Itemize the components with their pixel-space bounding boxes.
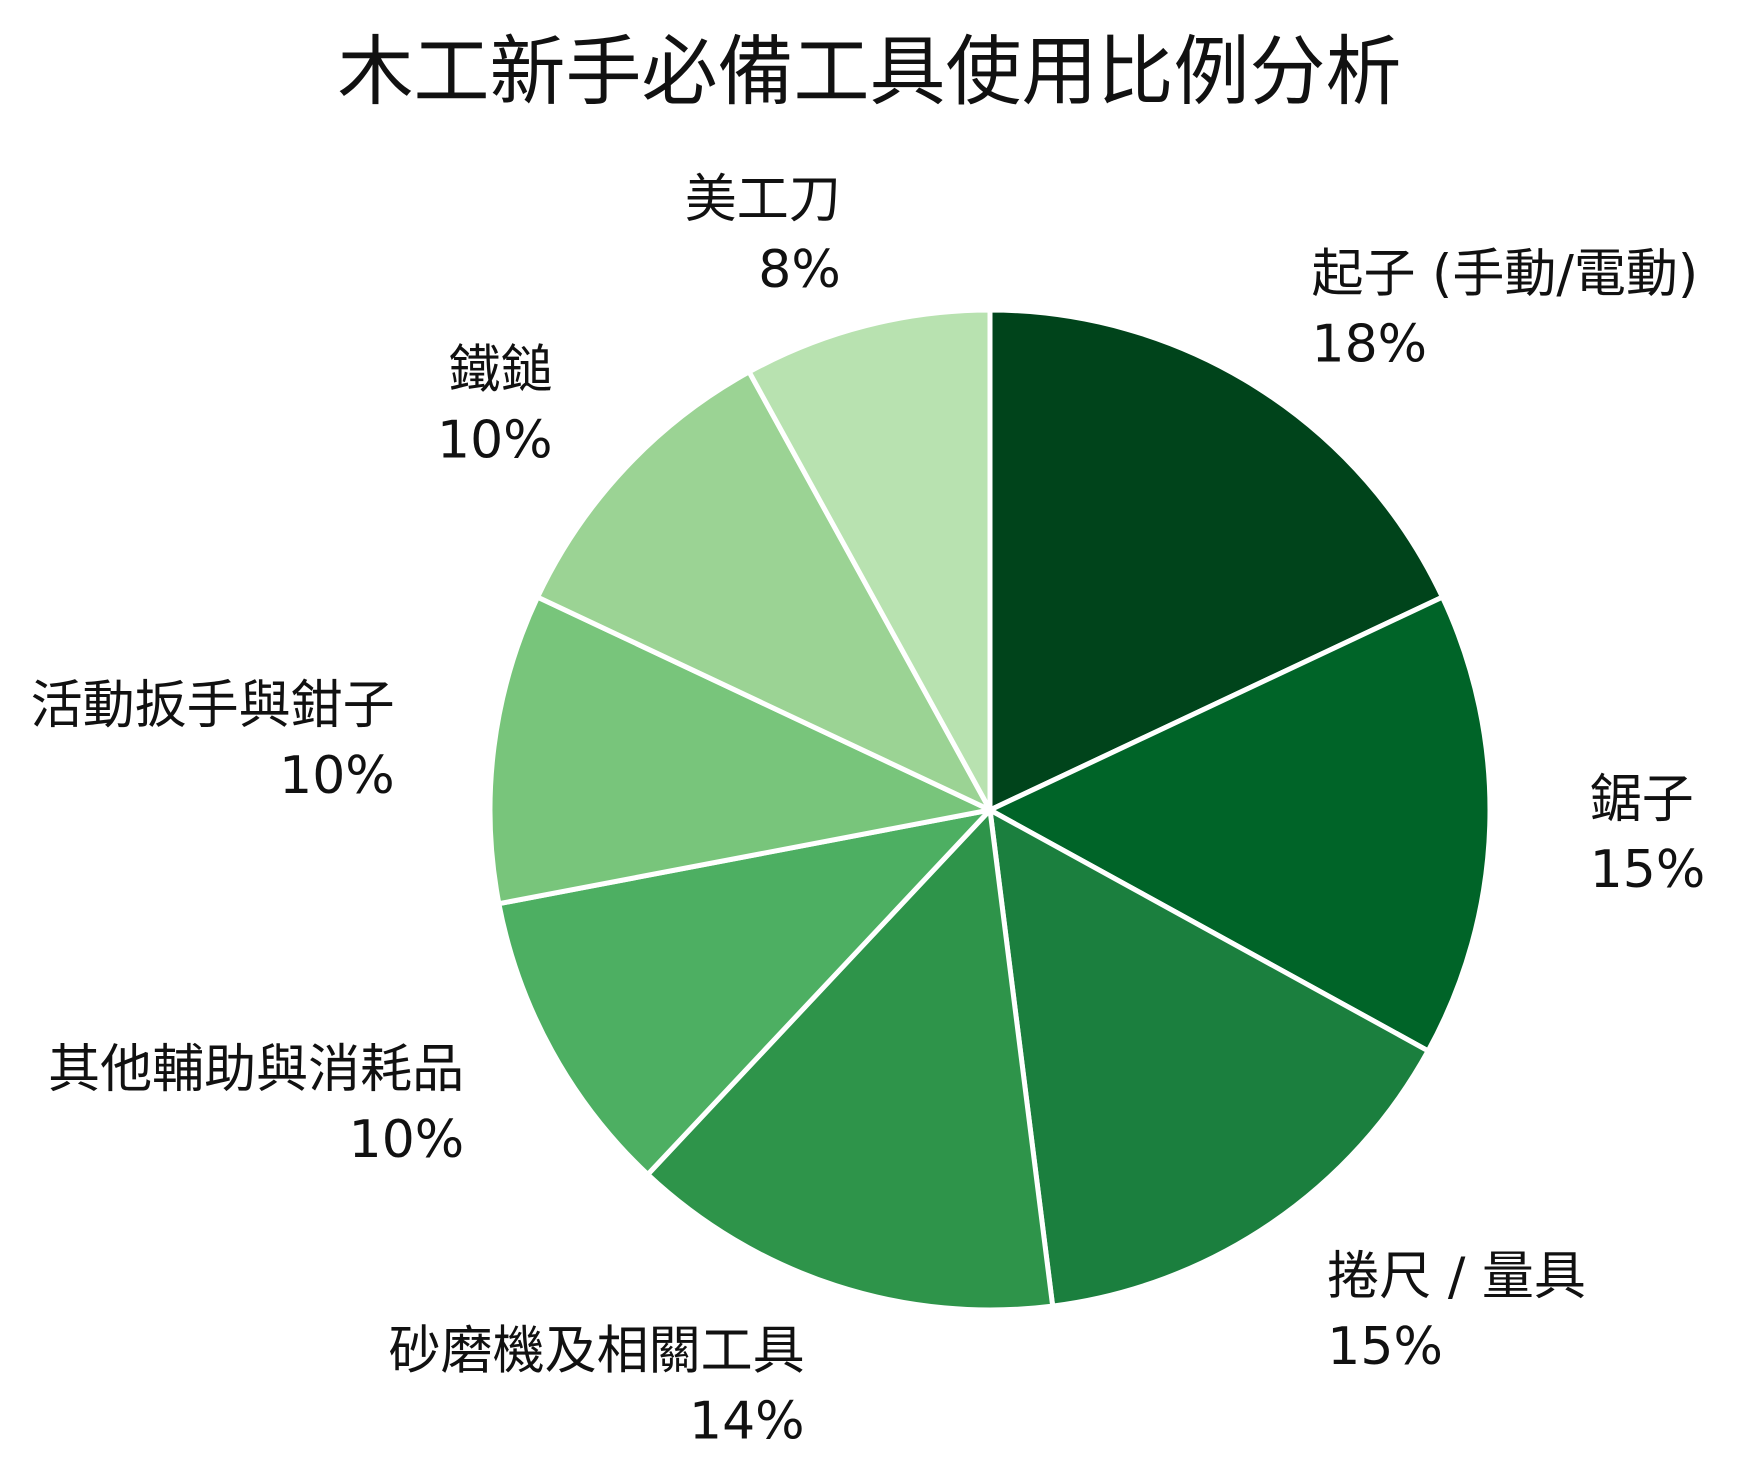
slice-category-label: 活動扳手與鉗子 [31, 676, 395, 736]
slice-value-label: 10% [437, 410, 553, 470]
slice-category-label: 美工刀 [685, 170, 841, 230]
pie-slice-8 [746, 307, 993, 813]
slice-value-label: 18% [1312, 314, 1428, 374]
pie-slice-4 [645, 807, 1056, 1313]
slice-category-label: 鐵鎚 [449, 340, 553, 400]
slice-category-label: 起子 (手動/電動) [1312, 244, 1699, 304]
pie-slice-1 [987, 307, 1445, 813]
pie-slice-2 [987, 594, 1493, 1054]
slice-label-5: 其他輔助與消耗品 10% [48, 1040, 464, 1170]
slice-label-6: 活動扳手與鉗子 10% [31, 676, 395, 806]
slice-label-1: 起子 (手動/電動) 18% [1312, 244, 1699, 374]
slice-value-label: 8% [758, 240, 841, 300]
slice-value-label: 10% [279, 746, 395, 806]
pie-slice-3 [987, 807, 1431, 1309]
slice-category-label: 鋸子 [1590, 770, 1694, 830]
slice-category-label: 砂磨機及相關工具 [389, 1322, 805, 1382]
pie-slice-7 [535, 369, 993, 813]
slice-category-label: 捲尺 / 量具 [1327, 1247, 1586, 1307]
pie-labels: 起子 (手動/電動) 18% 鋸子 15% 捲尺 / 量具 15% 砂磨機及相關工具 14% 其… [31, 170, 1706, 1452]
slice-label-7: 鐵鎚 10% [437, 340, 553, 470]
slice-label-8: 美工刀 8% [685, 170, 841, 300]
slice-value-label: 15% [1327, 1317, 1443, 1377]
slice-label-4: 砂磨機及相關工具 14% [389, 1322, 805, 1452]
slice-value-label: 15% [1590, 840, 1706, 900]
slice-value-label: 14% [689, 1392, 805, 1452]
slice-value-label: 10% [349, 1110, 465, 1170]
slice-label-2: 鋸子 15% [1590, 770, 1706, 900]
slice-label-3: 捲尺 / 量具 15% [1327, 1247, 1586, 1377]
slice-category-label: 其他輔助與消耗品 [48, 1040, 464, 1100]
chart-title: 木工新手必備工具使用比例分析 [337, 27, 1402, 116]
pie-slice-5 [496, 807, 993, 1177]
pie-slice-6 [487, 594, 993, 907]
pie-slices [487, 307, 1493, 1313]
